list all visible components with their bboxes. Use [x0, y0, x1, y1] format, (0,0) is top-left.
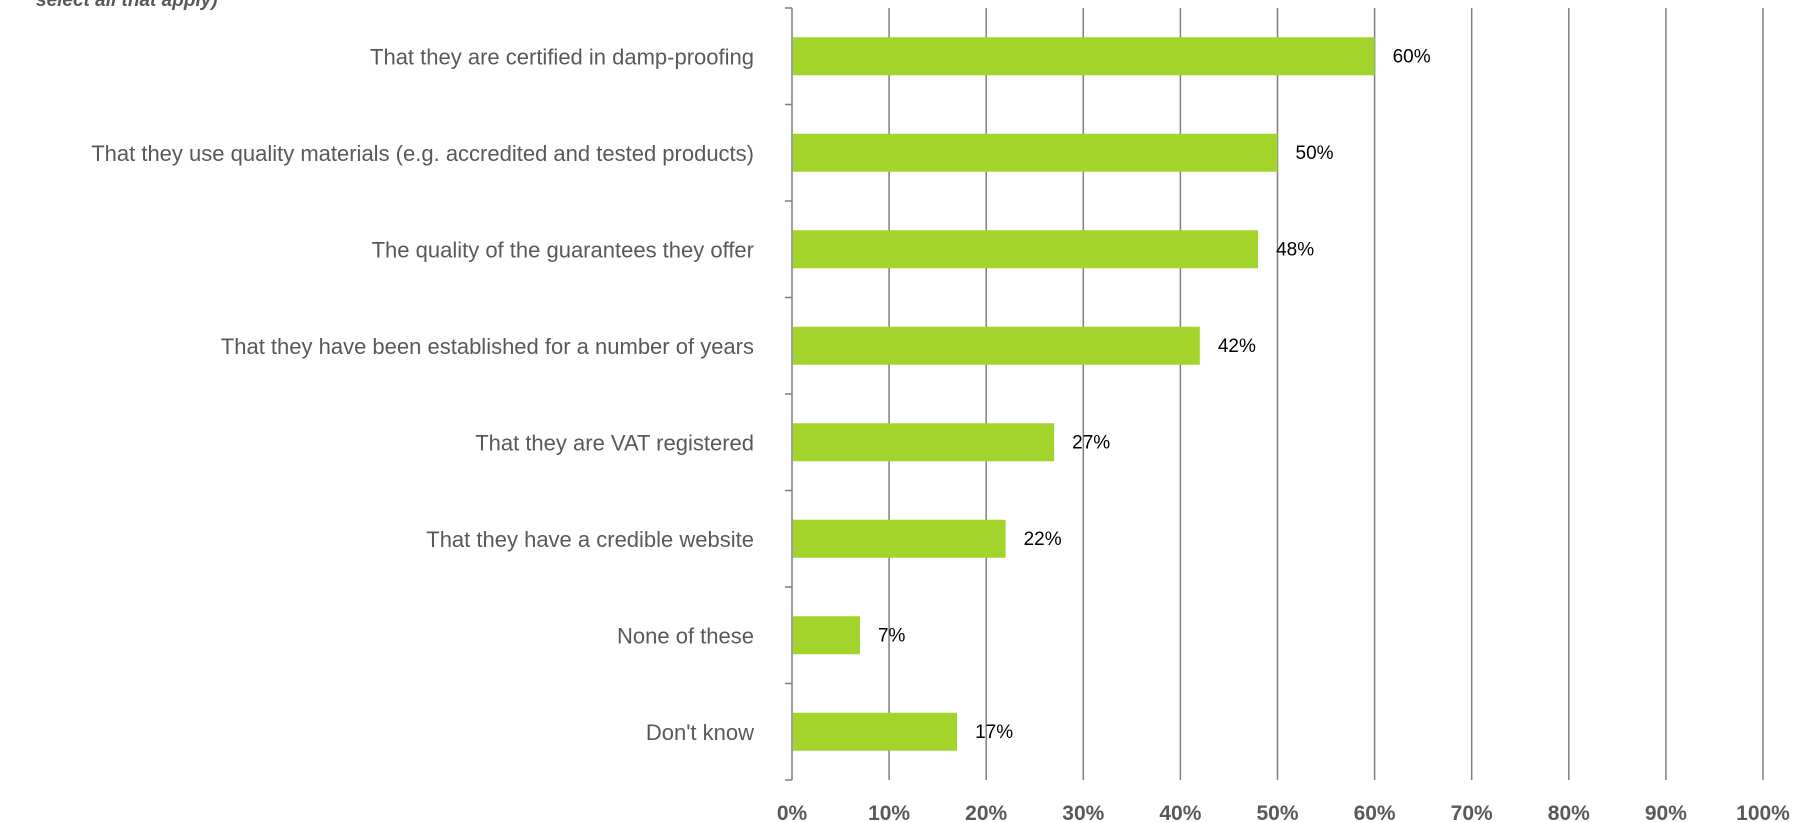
- bar: [793, 37, 1375, 76]
- x-tick-label: 40%: [1159, 802, 1201, 822]
- data-label: 50%: [1296, 143, 1334, 164]
- x-tick-label: 100%: [1736, 802, 1790, 822]
- bar: [793, 133, 1278, 172]
- data-label: 60%: [1393, 46, 1431, 67]
- x-tick-label: 70%: [1451, 802, 1493, 822]
- x-tick-label: 90%: [1645, 802, 1687, 822]
- x-axis-tick-labels: 0% 10% 20% 30% 40% 50% 60% 70% 80% 90% 100%: [777, 802, 1790, 822]
- data-labels: 60% 50% 48% 42% 27% 22% 7% 17%: [878, 46, 1431, 743]
- category-label: That they have a credible website: [426, 527, 754, 552]
- category-label: That they are VAT registered: [475, 430, 754, 455]
- bar: [793, 616, 860, 655]
- data-label: 17%: [975, 722, 1013, 743]
- bar: [793, 712, 958, 751]
- data-label: 27%: [1072, 432, 1110, 453]
- data-label: 7%: [878, 625, 906, 646]
- bars: [793, 37, 1375, 751]
- category-label: That they have been established for a nu…: [221, 334, 754, 359]
- category-label: The quality of the guarantees they offer: [372, 237, 754, 262]
- chart-subtitle: select all that apply): [36, 0, 218, 11]
- x-tick-label: 20%: [965, 802, 1007, 822]
- category-label: That they use quality materials (e.g. ac…: [91, 141, 754, 166]
- bar: [793, 519, 1006, 558]
- category-label: Don't know: [646, 720, 754, 745]
- x-tick-label: 30%: [1062, 802, 1104, 822]
- bar: [793, 326, 1200, 365]
- data-label: 22%: [1024, 529, 1062, 550]
- category-labels: That they are certified in damp-proofing…: [91, 44, 754, 745]
- bar: [793, 423, 1055, 462]
- x-tick-label: 50%: [1256, 802, 1298, 822]
- x-tick-label: 60%: [1354, 802, 1396, 822]
- x-tick-label: 80%: [1548, 802, 1590, 822]
- data-label: 42%: [1218, 336, 1256, 357]
- category-label: None of these: [617, 623, 754, 648]
- x-tick-label: 0%: [777, 802, 808, 822]
- bar: [793, 230, 1259, 269]
- x-tick-label: 10%: [868, 802, 910, 822]
- gridlines: [785, 7, 1764, 781]
- category-label: That they are certified in damp-proofing: [370, 44, 754, 69]
- data-label: 48%: [1276, 239, 1314, 260]
